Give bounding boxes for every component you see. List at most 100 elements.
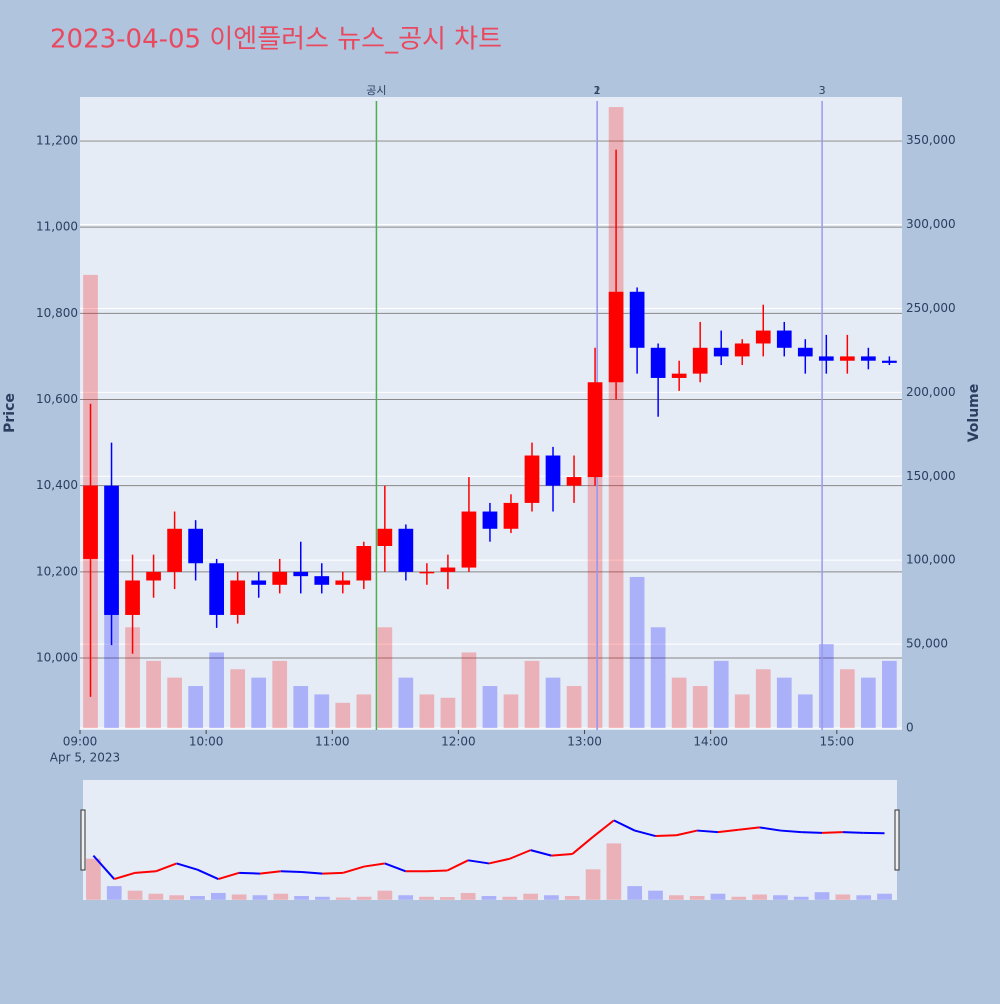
y-tick-label: 11,000 — [36, 220, 78, 234]
candle-body — [756, 331, 771, 344]
candle-body — [672, 374, 687, 378]
volume-bar — [567, 686, 582, 728]
y2-tick-label: 300,000 — [906, 217, 956, 231]
volume-bar — [146, 661, 161, 728]
candle-body — [251, 580, 266, 584]
volume-bar — [335, 703, 350, 728]
y2-axis-title: Volume — [966, 384, 982, 443]
slider-price-line — [656, 835, 677, 836]
slider-volume-bar — [627, 886, 642, 900]
volume-bar — [314, 694, 329, 728]
candle-body — [377, 529, 392, 546]
slider-volume-bar — [669, 895, 684, 900]
volume-bar — [714, 661, 729, 728]
candle-body — [861, 356, 876, 360]
candle-body — [819, 356, 834, 360]
volume-bar — [861, 678, 876, 728]
slider-volume-bar — [461, 893, 476, 900]
volume-bar — [209, 652, 224, 728]
volume-bar — [525, 661, 540, 728]
candle-body — [546, 456, 561, 486]
y-axis-title: Price — [2, 393, 18, 433]
x-tick-label: 13:00 — [567, 735, 602, 749]
slider-price-line — [843, 832, 864, 833]
slider-volume-bar — [482, 896, 497, 900]
volume-bar — [756, 669, 771, 728]
slider-volume-bar — [253, 895, 268, 900]
candle-body — [398, 529, 413, 572]
volume-bar — [251, 678, 266, 728]
volume-bar — [819, 644, 834, 728]
plot-area — [80, 97, 902, 730]
candle-body — [798, 348, 813, 357]
candle-body — [209, 563, 224, 615]
volume-bar — [651, 627, 666, 728]
annotation-label: 3 — [819, 84, 826, 97]
candle-body — [356, 546, 371, 580]
slider-volume-bar — [149, 894, 164, 900]
x-tick-label: 10:00 — [189, 735, 224, 749]
y2-tick-label: 250,000 — [906, 301, 956, 315]
candle-body — [777, 331, 792, 348]
chart-title: 2023-04-05 이엔플러스 뉴스_공시 차트 — [50, 25, 502, 55]
slider-price-line — [281, 871, 302, 872]
candle-body — [588, 382, 603, 477]
candle-body — [735, 343, 750, 356]
range-slider[interactable] — [83, 780, 897, 900]
slider-volume-bar — [607, 843, 622, 899]
slider-volume-bar — [169, 895, 184, 900]
candle-body — [504, 503, 519, 529]
slider-volume-bar — [794, 897, 809, 900]
volume-bar — [504, 694, 519, 728]
slider-volume-bar — [711, 894, 726, 900]
candle-body — [188, 529, 203, 563]
y2-tick-label: 100,000 — [906, 553, 956, 567]
y-tick-label: 10,800 — [36, 306, 78, 320]
volume-bar — [188, 686, 203, 728]
candle-body — [293, 572, 308, 576]
candle-body — [420, 572, 435, 574]
y-tick-label: 11,200 — [36, 133, 78, 147]
slider-price-line — [427, 870, 448, 871]
y2-tick-label: 50,000 — [906, 637, 948, 651]
candle-body — [272, 572, 287, 585]
slider-price-line — [322, 873, 343, 874]
slider-volume-bar — [544, 895, 559, 900]
candle-body — [104, 486, 119, 615]
slider-volume-bar — [440, 897, 455, 900]
range-handle[interactable] — [81, 810, 85, 870]
slider-volume-bar — [856, 895, 871, 900]
slider-volume-bar — [877, 894, 892, 900]
slider-volume-bar — [523, 894, 538, 900]
y2-tick-label: 350,000 — [906, 133, 956, 147]
volume-bar — [377, 627, 392, 728]
slider-volume-bar — [128, 891, 143, 900]
volume-bar — [462, 652, 477, 728]
candle-body — [83, 486, 98, 559]
volume-bar — [441, 698, 456, 728]
slider-volume-bar — [648, 891, 663, 900]
slider-volume-bar — [315, 897, 330, 900]
volume-bar — [272, 661, 287, 728]
x-tick-label: 09:00 — [63, 735, 98, 749]
slider-volume-bar — [107, 886, 122, 900]
slider-volume-bar — [294, 896, 309, 900]
range-handle[interactable] — [895, 810, 899, 870]
slider-volume-bar — [232, 894, 247, 899]
y2-tick-label: 200,000 — [906, 385, 956, 399]
slider-volume-bar — [773, 895, 788, 900]
volume-bar — [777, 678, 792, 728]
x-tick-label: 15:00 — [820, 735, 855, 749]
volume-bar — [398, 678, 413, 728]
candle-body — [483, 512, 498, 529]
candle-body — [525, 456, 540, 503]
slider-volume-bar — [565, 896, 580, 900]
candle-body — [167, 529, 182, 572]
slider-price-line — [801, 832, 822, 833]
volume-bar — [882, 661, 897, 728]
candle-body — [314, 576, 329, 585]
annotation-label: 2 — [594, 84, 601, 97]
y-tick-label: 10,400 — [36, 478, 78, 492]
volume-bar — [672, 678, 687, 728]
y2-tick-label: 0 — [906, 720, 914, 734]
